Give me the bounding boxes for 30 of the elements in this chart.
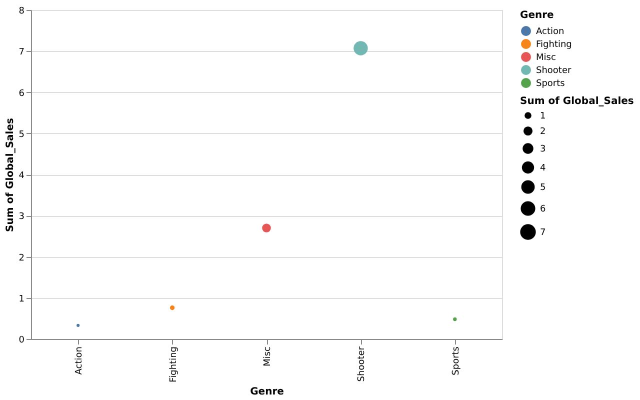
y-tick-label: 2 — [18, 253, 24, 264]
text: Sum of Global_Sales — [520, 96, 634, 107]
legend-label: 4 — [540, 164, 546, 174]
x-tick-label: Fighting — [168, 346, 179, 382]
y-tick-label: 3 — [18, 212, 24, 222]
y-tick-label: 4 — [18, 171, 25, 181]
y-tick-label: 5 — [18, 130, 24, 140]
y-tick-label: 1 — [18, 294, 24, 304]
legend-label: 3 — [540, 144, 546, 154]
x-tick-label: Action — [74, 346, 85, 375]
legend-label: Fighting — [536, 40, 572, 50]
x-tick-label: Misc — [263, 346, 273, 366]
legend-label: 2 — [540, 127, 546, 137]
legend-label: 7 — [540, 228, 546, 238]
legend-label: 6 — [540, 204, 546, 214]
y-tick-label: 7 — [18, 48, 24, 58]
legend-title: Genre — [520, 10, 554, 21]
y-tick-label: 0 — [18, 336, 25, 346]
legend-label: 1 — [540, 112, 546, 122]
y-tick-label: 6 — [18, 88, 25, 99]
legend-label: Action — [536, 27, 564, 37]
legend-label: Shooter — [536, 66, 572, 76]
y-axis-title: Sum of Global_Sales — [4, 118, 16, 232]
legend-label: Sports — [536, 79, 566, 89]
x-tick-label: Shooter — [357, 346, 368, 382]
legend-label: 5 — [540, 183, 546, 193]
x-tick-label: Sports — [451, 346, 462, 376]
x-axis-title: Genre — [250, 386, 284, 398]
y-tick-label: 8 — [18, 6, 25, 16]
legend-label: Misc — [536, 53, 556, 63]
